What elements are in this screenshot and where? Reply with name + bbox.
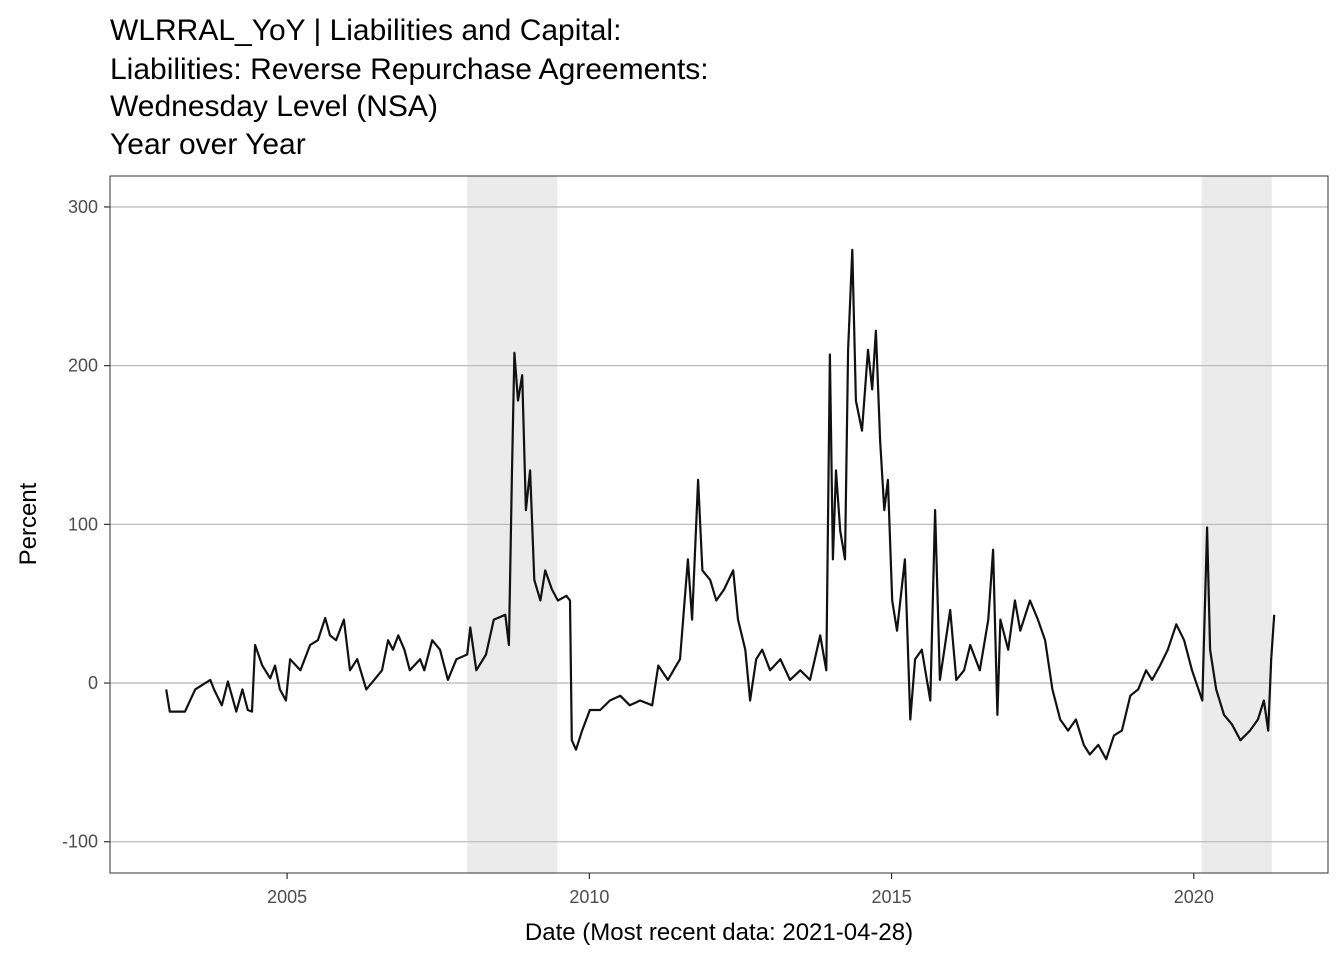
chart-title: Year over Year (110, 128, 306, 161)
y-axis-title: Percent (15, 482, 42, 565)
y-tick-label: 0 (88, 673, 98, 693)
y-tick-label: 300 (68, 197, 98, 217)
x-tick-label: 2020 (1174, 887, 1214, 907)
x-tick-label: 2005 (267, 887, 307, 907)
x-tick-label: 2015 (872, 887, 912, 907)
x-axis-title: Date (Most recent data: 2021-04-28) (525, 919, 913, 946)
y-tick-label: 100 (68, 514, 98, 534)
chart-title: Wednesday Level (NSA) (110, 90, 438, 123)
data-line (165, 248, 1276, 761)
x-tick-label: 2010 (569, 887, 609, 907)
plot-border (109, 175, 1329, 874)
chart-title: WLRRAL_YoY | Liabilities and Capital: (110, 14, 621, 47)
y-tick-label: -100 (62, 832, 98, 852)
y-tick-label: 200 (68, 356, 98, 376)
chart-title: Liabilities: Reverse Repurchase Agreemen… (110, 53, 709, 86)
